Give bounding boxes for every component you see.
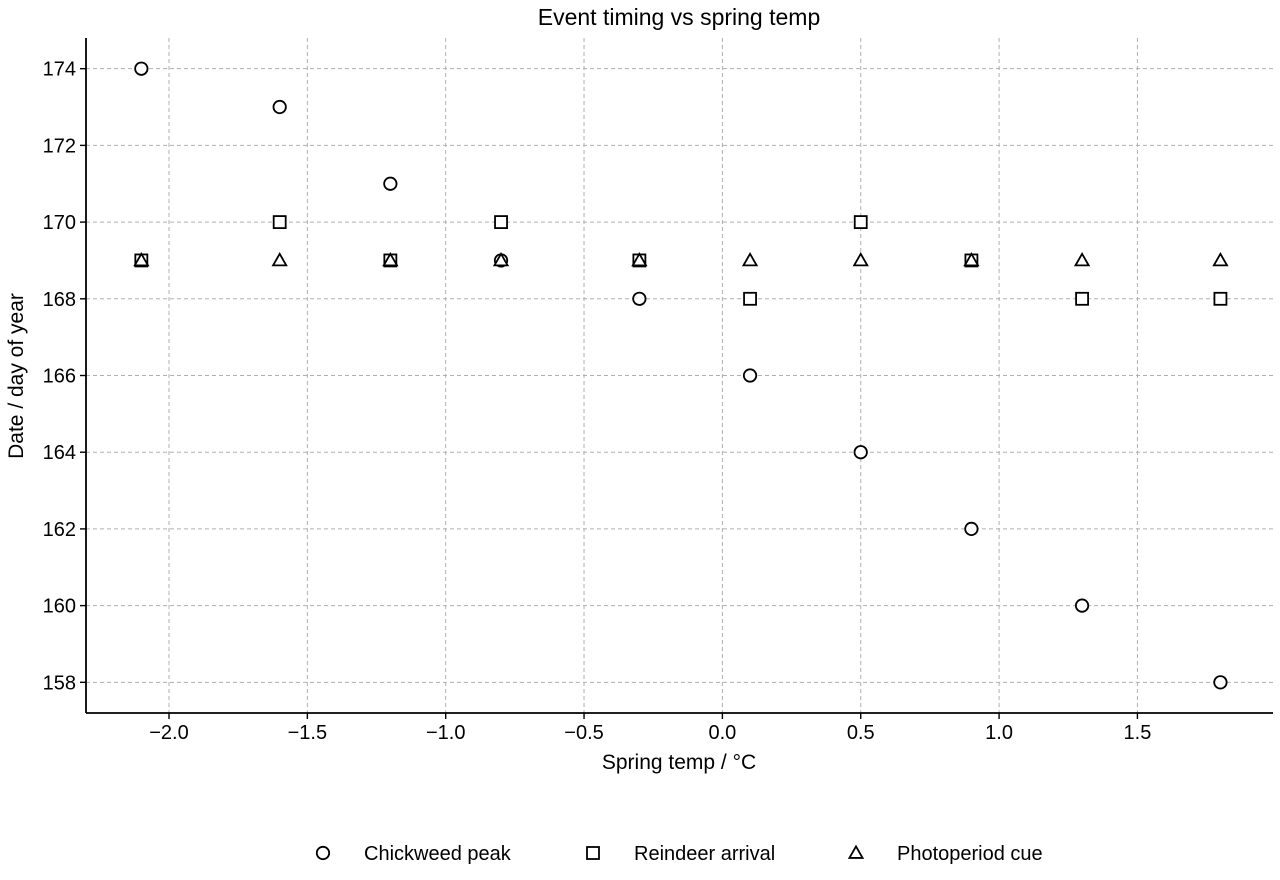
- data-point-photoperiod-cue: [852, 252, 869, 267]
- legend: Chickweed peak Reindeer arrival Photoperio…: [315, 843, 1043, 865]
- data-point-chickweed-peak: [1074, 598, 1090, 613]
- series-photoperiod-cue: [133, 252, 1229, 267]
- data-point-photoperiod-cue: [271, 252, 288, 267]
- series-reindeer-arrival: [134, 215, 1228, 306]
- data-point-photoperiod-cue: [963, 252, 980, 267]
- data-point-reindeer-arrival: [494, 215, 508, 229]
- y-tick-label: 166: [43, 366, 76, 388]
- x-axis-label: Spring temp / °C: [602, 751, 756, 774]
- x-tick-label: −0.5: [564, 722, 603, 744]
- data-point-reindeer-arrival: [853, 215, 868, 229]
- legend-label: Chickweed peak: [364, 843, 512, 865]
- data-point-reindeer-arrival: [1213, 291, 1228, 306]
- data-point-photoperiod-cue: [492, 252, 510, 267]
- data-point-photoperiod-cue: [133, 252, 150, 267]
- y-tick-label: 162: [43, 519, 76, 541]
- y-tick-label: 172: [43, 135, 76, 157]
- data-point-photoperiod-cue: [1073, 252, 1091, 267]
- data-point-reindeer-arrival: [1075, 291, 1089, 306]
- legend-item-reindeer-arrival: Reindeer arrival: [586, 843, 775, 865]
- y-axis-label: Date / day of year: [5, 293, 28, 459]
- data-point-chickweed-peak: [742, 368, 758, 383]
- x-tick-label: 1.0: [985, 722, 1013, 744]
- data-point-chickweed-peak: [853, 445, 868, 460]
- x-tick-label: 0.5: [847, 722, 875, 744]
- x-axis-ticks: −2.0 −1.5 −1.0 −0.5 0.0 0.5 1.0 1.5: [149, 713, 1151, 744]
- y-tick-label: 160: [43, 596, 76, 618]
- data-point-reindeer-arrival: [743, 291, 757, 306]
- data-point-chickweed-peak: [272, 99, 287, 115]
- legend-marker-square: [586, 846, 600, 860]
- y-tick-label: 174: [43, 59, 76, 81]
- data-point-photoperiod-cue: [382, 252, 399, 267]
- x-tick-label: 0.0: [708, 722, 736, 744]
- data-points: [133, 61, 1229, 690]
- data-point-photoperiod-cue: [1212, 252, 1229, 267]
- data-point-photoperiod-cue: [631, 252, 648, 267]
- data-point-chickweed-peak: [383, 176, 398, 191]
- legend-marker-triangle: [847, 844, 865, 859]
- y-tick-label: 168: [43, 289, 76, 311]
- data-point-photoperiod-cue: [741, 252, 759, 267]
- y-tick-label: 170: [43, 212, 76, 234]
- x-tick-label: 1.5: [1124, 722, 1152, 744]
- y-tick-label: 158: [43, 672, 76, 694]
- legend-label: Reindeer arrival: [634, 843, 775, 865]
- series-chickweed-peak: [134, 61, 1228, 690]
- x-tick-label: −1.5: [288, 722, 327, 744]
- x-tick-label: −2.0: [149, 722, 188, 744]
- data-point-reindeer-arrival: [272, 215, 287, 229]
- data-point-chickweed-peak: [632, 291, 647, 306]
- data-point-chickweed-peak: [964, 521, 979, 537]
- x-tick-label: −1.0: [426, 722, 465, 744]
- legend-item-chickweed-peak: Chickweed peak: [315, 843, 512, 865]
- legend-label: Photoperiod cue: [897, 843, 1043, 865]
- data-point-chickweed-peak: [134, 61, 149, 76]
- chart-title: Event timing vs spring temp: [538, 4, 821, 30]
- y-tick-label: 164: [43, 442, 76, 464]
- legend-marker-circle: [315, 845, 331, 861]
- data-point-chickweed-peak: [1213, 675, 1228, 690]
- legend-item-photoperiod-cue: Photoperiod cue: [847, 843, 1043, 865]
- y-axis-ticks: 158 160 162 164 166 168 170 172 174: [43, 59, 86, 694]
- grid-lines: [86, 38, 1273, 713]
